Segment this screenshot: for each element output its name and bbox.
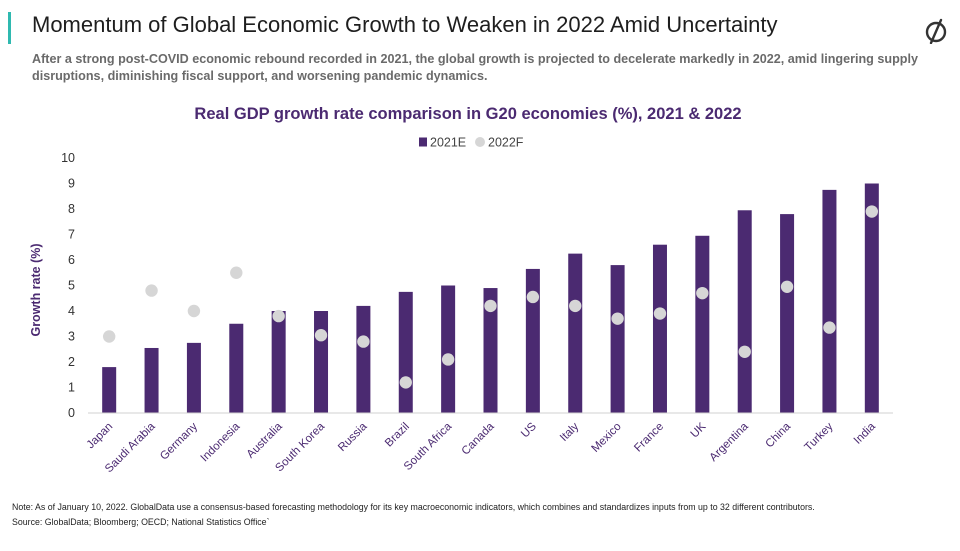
point-2022f-india [865, 205, 879, 218]
x-tick-label: Canada [460, 420, 497, 457]
point-2022f-us [526, 290, 540, 304]
bar-2021e-mexico [610, 265, 625, 413]
bar-2021e-turkey [822, 189, 837, 413]
point-2022f-russia [357, 335, 370, 348]
point-2022f-argentina [738, 345, 751, 358]
bar-2021e-indonesia [229, 323, 244, 413]
point-2022f-australia [272, 309, 285, 323]
series-2022f-points [102, 205, 879, 389]
point-2022f-south-korea [314, 329, 328, 342]
x-tick-label: Argentina [708, 420, 752, 464]
point-2022f-south-africa [441, 353, 455, 366]
point-2022f-china [780, 280, 794, 293]
chart-title: Real GDP growth rate comparison in G20 e… [194, 105, 741, 123]
x-tick-label: Indonesia [199, 420, 243, 464]
legend-label-2021e: 2021E [430, 136, 466, 150]
bar-2021e-france [652, 244, 667, 413]
y-tick-label: 9 [68, 177, 75, 191]
globaldata-logo-icon [925, 18, 947, 44]
y-tick-label: 3 [68, 330, 75, 344]
x-tick-label: France [632, 421, 666, 455]
y-tick-label: 10 [61, 151, 75, 165]
x-tick-label: Japan [85, 421, 116, 452]
point-2022f-brazil [399, 376, 412, 389]
bar-2021e-japan [102, 367, 117, 413]
y-tick-label: 6 [68, 253, 75, 267]
chart-legend: 2021E 2022F [419, 136, 524, 150]
bar-2021e-canada [483, 288, 498, 413]
page-subtitle: After a strong post-COVID economic rebou… [32, 52, 918, 83]
bar-2021e-italy [568, 253, 583, 413]
point-2022f-uk [696, 286, 709, 300]
title-accent-bar [8, 12, 11, 44]
bar-2021e-australia [271, 311, 286, 413]
bar-2021e-india [864, 183, 879, 413]
x-tick-label: Brazil [383, 421, 412, 450]
x-tick-label: Mexico [589, 421, 623, 455]
y-tick-label: 0 [68, 406, 75, 420]
x-tick-label: UK [689, 420, 709, 440]
bar-2021e-south-africa [441, 285, 456, 413]
x-tick-label: Turkey [803, 420, 836, 453]
x-tick-label: China [763, 420, 793, 450]
x-tick-label: Australia [245, 420, 286, 461]
y-tick-label: 5 [68, 279, 75, 293]
y-axis-ticks: 0 1 2 3 4 5 6 7 8 9 10 [61, 151, 75, 420]
bar-2021e-us [525, 268, 540, 413]
point-2022f-france [653, 307, 667, 320]
point-2022f-indonesia [230, 266, 243, 279]
bar-2021e-argentina [737, 210, 752, 413]
x-tick-label: Russia [336, 420, 370, 454]
x-tick-label: US [519, 420, 539, 440]
point-2022f-italy [569, 299, 582, 313]
bar-2021e-russia [356, 305, 371, 413]
x-tick-label: India [852, 420, 879, 447]
point-2022f-japan [102, 330, 116, 343]
y-axis-label: Growth rate (%) [29, 243, 43, 336]
legend-label-2022f: 2022F [488, 136, 524, 150]
point-2022f-germany [187, 304, 201, 318]
point-2022f-canada [484, 299, 497, 313]
y-tick-label: 1 [68, 381, 75, 395]
bar-2021e-germany [186, 342, 201, 413]
footnote-note: Note: As of January 10, 2022. GlobalData… [12, 502, 815, 512]
bar-2021e-south-korea [314, 311, 329, 413]
y-tick-label: 8 [68, 202, 75, 216]
point-2022f-saudi-arabia [145, 284, 158, 297]
y-tick-label: 4 [68, 304, 75, 318]
point-2022f-mexico [611, 312, 624, 325]
bar-2021e-brazil [398, 291, 413, 413]
y-tick-label: 7 [68, 228, 75, 242]
y-tick-label: 2 [68, 355, 75, 369]
legend-swatch-2021e [419, 137, 427, 147]
x-tick-label: Italy [558, 420, 582, 444]
legend-swatch-2022f [475, 137, 485, 147]
bar-2021e-uk [695, 235, 710, 413]
x-tick-label: Germany [158, 420, 200, 462]
bar-2021e-saudi-arabia [144, 347, 159, 413]
bar-2021e-china [780, 214, 795, 413]
series-2021e-bars [102, 183, 879, 413]
point-2022f-turkey [823, 321, 836, 334]
footnote-source: Source: GlobalData; Bloomberg; OECD; Nat… [12, 517, 270, 527]
page-title: Momentum of Global Economic Growth to We… [32, 12, 778, 37]
